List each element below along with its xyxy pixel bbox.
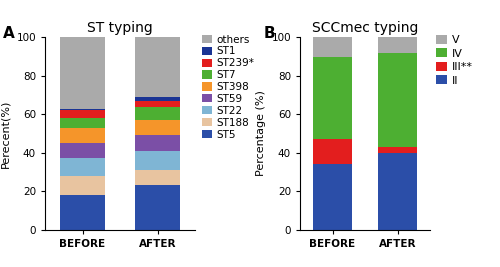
Bar <box>135 97 180 101</box>
Bar <box>313 164 352 230</box>
Legend: V, IV, III**, II: V, IV, III**, II <box>435 34 474 87</box>
Bar <box>135 135 180 151</box>
Bar <box>60 118 105 128</box>
Bar <box>60 159 105 176</box>
Bar <box>313 37 352 57</box>
Title: ST typing: ST typing <box>87 21 153 35</box>
Bar <box>135 120 180 135</box>
Bar <box>313 139 352 164</box>
Bar <box>135 101 180 107</box>
Y-axis label: Percentage (%): Percentage (%) <box>256 91 266 176</box>
Bar <box>135 151 180 170</box>
Bar <box>60 111 105 118</box>
Bar <box>378 37 417 53</box>
Text: B: B <box>264 26 275 41</box>
Bar <box>313 57 352 139</box>
Text: A: A <box>3 26 14 41</box>
Bar <box>135 185 180 230</box>
Title: SCCmec typing: SCCmec typing <box>312 21 418 35</box>
Bar <box>378 153 417 230</box>
Bar <box>378 53 417 147</box>
Legend: others, ST1, ST239*, ST7, ST398, ST59, ST22, ST188, ST5: others, ST1, ST239*, ST7, ST398, ST59, S… <box>201 34 256 141</box>
Bar <box>60 195 105 230</box>
Bar <box>60 176 105 195</box>
Y-axis label: Perecent(%): Perecent(%) <box>1 99 11 168</box>
Bar <box>135 107 180 120</box>
Bar <box>60 143 105 159</box>
Bar <box>135 170 180 185</box>
Bar <box>378 147 417 153</box>
Bar <box>60 37 105 108</box>
Bar <box>135 37 180 97</box>
Bar <box>60 108 105 111</box>
Bar <box>60 128 105 143</box>
